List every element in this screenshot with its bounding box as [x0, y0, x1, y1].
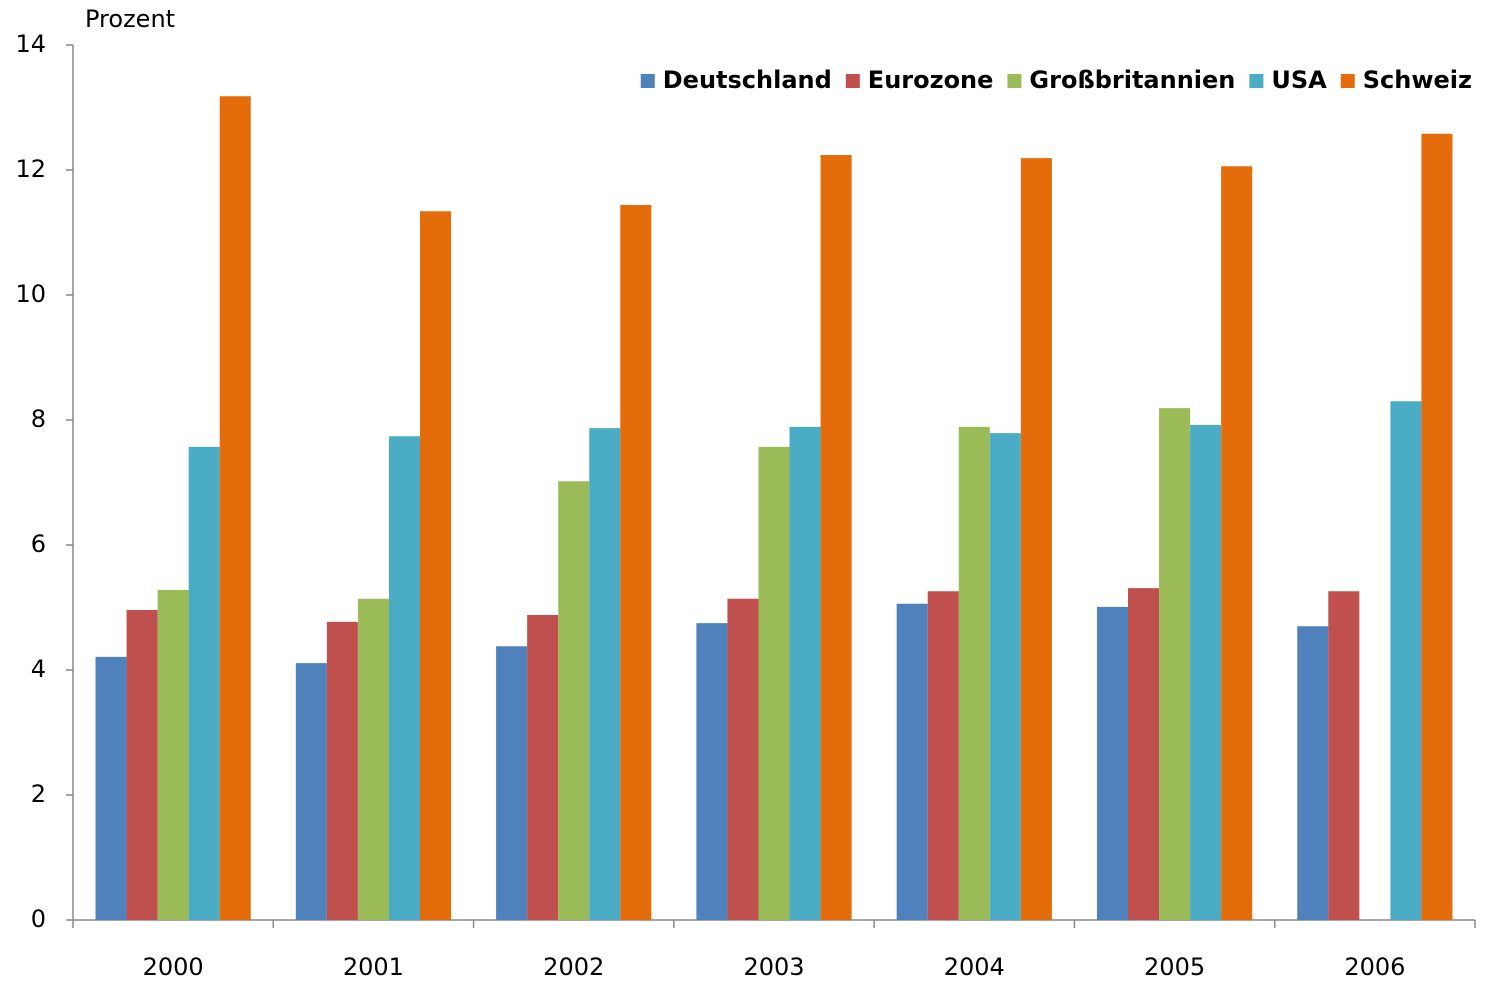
x-tick-label: 2000	[143, 953, 204, 981]
legend-swatch	[1007, 74, 1022, 88]
y-tick-label: 6	[31, 530, 46, 558]
y-axis-label: Prozent	[85, 5, 175, 33]
bar	[620, 205, 652, 920]
y-tick-label: 0	[31, 905, 46, 933]
legend-label: Schweiz	[1363, 66, 1472, 94]
bar	[1297, 626, 1329, 920]
bar	[1096, 606, 1129, 920]
bar	[1328, 591, 1360, 920]
x-tick-label: 2006	[1344, 953, 1405, 981]
bar	[388, 436, 420, 920]
bar	[1128, 588, 1160, 920]
bar	[589, 428, 621, 920]
x-tick-label: 2002	[543, 953, 604, 981]
bar	[95, 656, 127, 920]
bar	[188, 446, 220, 920]
legend-swatch	[1249, 74, 1264, 88]
y-tick-label: 10	[15, 280, 46, 308]
bar	[896, 603, 928, 920]
legend-label: USA	[1271, 66, 1327, 94]
bar	[1190, 425, 1222, 920]
legend-swatch	[640, 74, 655, 88]
bar	[927, 591, 959, 920]
y-tick-label: 12	[15, 155, 46, 183]
bar	[126, 610, 158, 920]
x-tick-label: 2005	[1144, 953, 1205, 981]
legend-label: Deutschland	[663, 66, 832, 94]
bar	[295, 663, 327, 920]
y-tick-label: 4	[31, 655, 46, 683]
y-tick-label: 14	[15, 30, 46, 58]
bar	[558, 481, 590, 920]
bar	[357, 598, 389, 920]
y-tick-label: 2	[31, 780, 46, 808]
legend-label: Großbritannien	[1029, 66, 1235, 94]
bar	[527, 615, 559, 920]
bar	[789, 426, 821, 920]
x-tick-label: 2001	[343, 953, 404, 981]
bar	[419, 211, 452, 920]
bar	[820, 155, 852, 920]
bar	[1221, 166, 1253, 920]
legend-label: Eurozone	[868, 66, 994, 94]
bar	[1159, 408, 1191, 920]
bar	[696, 623, 728, 920]
bar	[958, 426, 990, 920]
bar	[1390, 401, 1422, 920]
bar	[727, 598, 759, 920]
bar	[758, 446, 790, 920]
bar	[496, 646, 528, 920]
bar	[326, 621, 358, 920]
bar	[1421, 133, 1453, 920]
x-tick-label: 2004	[944, 953, 1005, 981]
bar	[1020, 158, 1052, 920]
bar	[989, 433, 1021, 920]
x-tick-label: 2003	[743, 953, 804, 981]
legend-swatch	[845, 74, 860, 88]
bar	[157, 590, 189, 920]
y-tick-label: 8	[31, 405, 46, 433]
legend-swatch	[1340, 74, 1355, 88]
bar	[219, 96, 251, 920]
